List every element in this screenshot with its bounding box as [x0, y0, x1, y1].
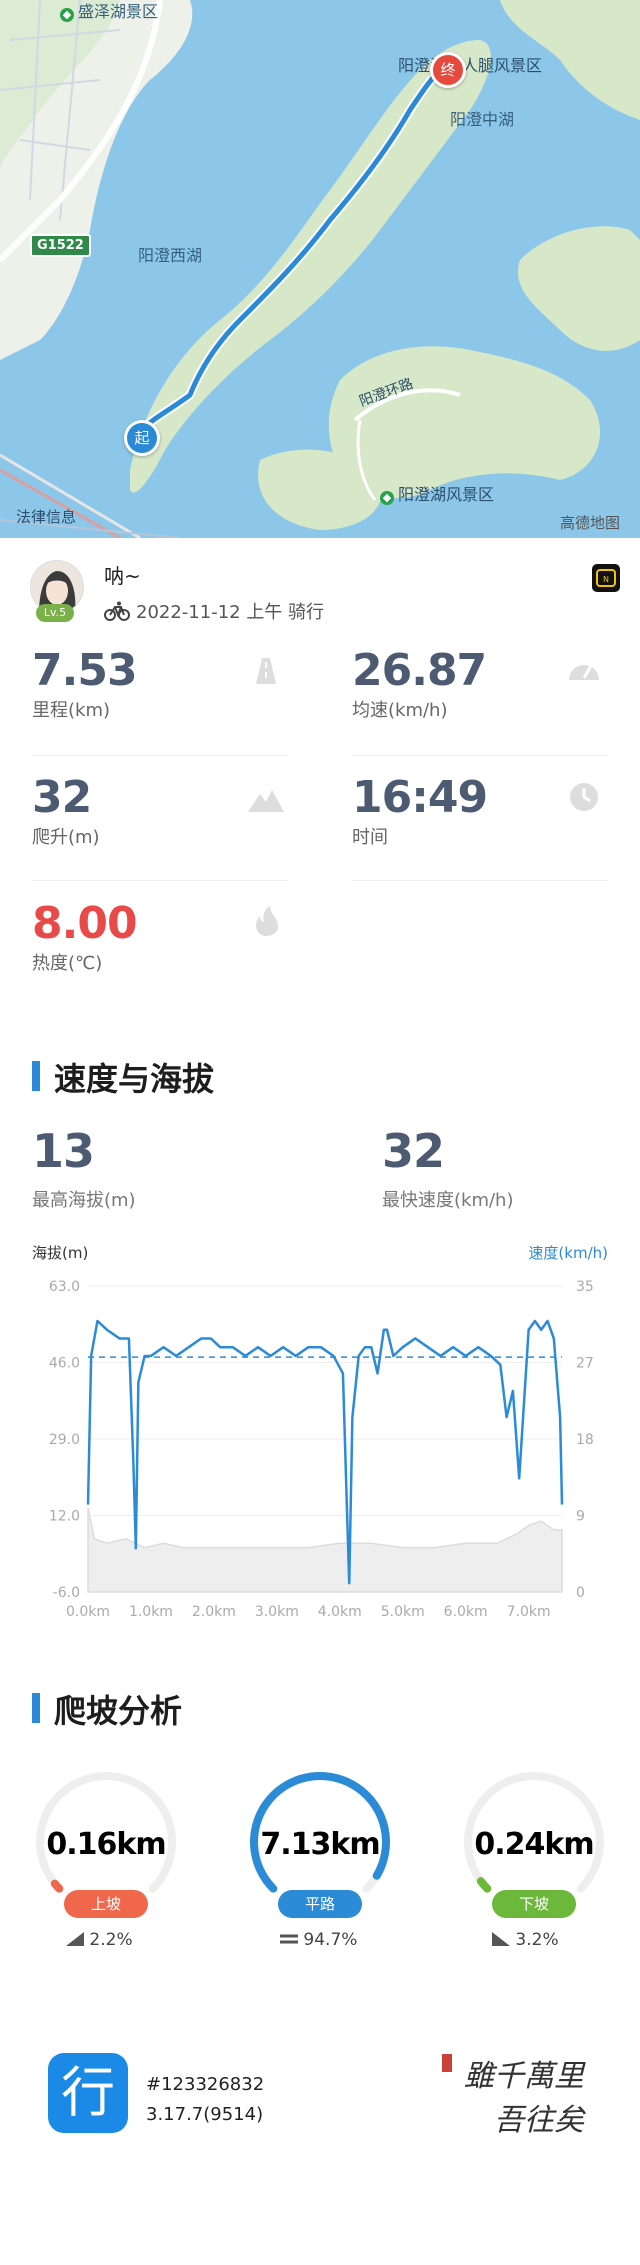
stat-label: 热度(℃) [32, 953, 103, 974]
section-title-speed: 速度与海拔 [54, 1060, 215, 1098]
avatar[interactable] [30, 560, 84, 614]
level-badge: Lv.5 [36, 604, 74, 622]
stat-value: 8.00 [32, 898, 138, 949]
divider [32, 880, 288, 881]
right-tick-label: 35 [576, 1279, 594, 1295]
calligraphy-seal: 雖千萬里 吾往矣 [442, 2054, 586, 2138]
map-legal-link[interactable]: 法律信息 [16, 508, 77, 526]
bike-icon [104, 601, 130, 626]
max-altitude-label: 最高海拔(m) [32, 1190, 136, 1211]
x-tick-label: 2.0km [192, 1604, 236, 1620]
gauge-fill [476, 1877, 492, 1893]
left-tick-label: 12.0 [49, 1509, 80, 1525]
altitude-area [87, 1507, 563, 1593]
section-accent [32, 1693, 40, 1723]
right-tick-label: 27 [576, 1356, 594, 1372]
svg-text:N: N [603, 575, 609, 584]
gauge-fill [250, 1772, 390, 1893]
stat-time: 16:49 时间 [352, 772, 488, 849]
left-tick-label: -6.0 [53, 1585, 80, 1601]
right-tick-label: 18 [576, 1432, 594, 1448]
map-provider-logo: 高德地图 [560, 514, 621, 532]
stat-value: 16:49 [352, 772, 488, 823]
x-tick-label: 1.0km [129, 1604, 173, 1620]
uphill-icon [66, 1932, 84, 1946]
downhill-pill: 下坡 [492, 1890, 576, 1918]
flat-icon [280, 1934, 298, 1944]
speedometer-icon [569, 665, 599, 680]
max-speed-label: 最快速度(km/h) [382, 1190, 514, 1211]
flat-percent: 94.7% [280, 1930, 357, 1950]
stat-value: 7.53 [32, 645, 138, 696]
x-tick-label: 3.0km [255, 1604, 299, 1620]
stat-value: 26.87 [352, 645, 487, 696]
stat-heat: 8.00 热度(℃) [32, 898, 138, 975]
app-badge-icon[interactable]: N [592, 564, 620, 592]
stat-distance: 7.53 里程(km) [32, 645, 138, 722]
stat-avg-speed: 26.87 均速(km/h) [352, 645, 487, 722]
app-version: 3.17.7(9514) [146, 2104, 264, 2125]
flame-icon [255, 906, 278, 936]
username: 呐~ [104, 564, 141, 588]
route-start-marker[interactable]: 起 [124, 420, 160, 456]
right-tick-label: 9 [576, 1509, 585, 1525]
stat-label: 时间 [352, 827, 388, 848]
x-tick-label: 5.0km [381, 1604, 425, 1620]
speed-altitude-chart[interactable]: 海拔(m) 速度(km/h) 63.0 46.0 29.0 12.0 -6.0 35 27… [0, 1236, 640, 1626]
section-title-climb: 爬坡分析 [54, 1692, 183, 1730]
divider [32, 755, 288, 756]
app-logo: 行 [48, 2053, 128, 2133]
record-id: #123326832 [146, 2074, 265, 2095]
x-tick-label: 0.0km [66, 1604, 110, 1620]
stat-label: 均速(km/h) [352, 700, 448, 721]
road-icon [256, 658, 276, 684]
section-accent [32, 1061, 40, 1091]
left-tick-label: 29.0 [49, 1432, 80, 1448]
svg-text:吾往矣: 吾往矣 [494, 2103, 586, 2138]
climb-gauges: 0.16km 7.13km 0.24km [36, 1772, 604, 1893]
downhill-icon [492, 1932, 510, 1946]
road-badge: G1522 [30, 234, 91, 257]
speed-line [86, 1319, 564, 1585]
stat-climb: 32 爬升(m) [32, 772, 100, 849]
svg-text:雖千萬里: 雖千萬里 [464, 2059, 586, 2094]
left-axis-title: 海拔(m) [32, 1244, 88, 1262]
stat-label: 里程(km) [32, 700, 111, 721]
divider [352, 880, 608, 881]
map-label-meirenti: 阳澄湖美人腿风景区 [398, 56, 543, 75]
flat-pill: 平路 [278, 1890, 362, 1918]
gauge-track [464, 1772, 604, 1893]
right-tick-label: 0 [576, 1585, 585, 1601]
gauge-value: 0.16km [46, 1827, 165, 1862]
gauge-value: 7.13km [260, 1827, 379, 1862]
uphill-pill: 上坡 [64, 1890, 148, 1918]
right-axis-title: 速度(km/h) [528, 1244, 608, 1262]
uphill-percent: 2.2% [66, 1930, 133, 1950]
gauge-value: 0.24km [474, 1827, 593, 1862]
x-tick-label: 7.0km [507, 1604, 551, 1620]
left-tick-label: 63.0 [49, 1279, 80, 1295]
x-tick-label: 4.0km [318, 1604, 362, 1620]
max-speed-value: 32 [382, 1124, 445, 1178]
map-label-shengze: ◆ 盛泽湖景区 [60, 0, 158, 22]
gauge-track [36, 1772, 176, 1893]
map-label-fengjingqu: ◆ 阳澄湖风景区 [380, 481, 494, 505]
route-map[interactable]: ◆ 盛泽湖景区 阳澄湖美人腿风景区 阳澄中湖 阳澄西湖 阳澄环路 ◆ 阳澄湖风景区 … [0, 0, 640, 538]
map-label-zhonghu: 阳澄中湖 [450, 110, 515, 129]
divider [352, 755, 608, 756]
max-altitude-value: 13 [32, 1124, 95, 1178]
map-canvas [0, 0, 640, 538]
route-end-marker[interactable]: 终 [430, 52, 466, 88]
activity-meta: 2022-11-12 上午 骑行 [104, 598, 324, 626]
clock-icon [570, 783, 598, 811]
downhill-percent: 3.2% [492, 1930, 559, 1950]
stat-value: 32 [32, 772, 92, 823]
mountain-icon [248, 790, 284, 812]
x-tick-label: 6.0km [444, 1604, 488, 1620]
gauge-fill [50, 1879, 64, 1893]
left-tick-label: 46.0 [49, 1356, 80, 1372]
stat-label: 爬升(m) [32, 827, 100, 848]
map-label-xihu: 阳澄西湖 [138, 246, 203, 265]
